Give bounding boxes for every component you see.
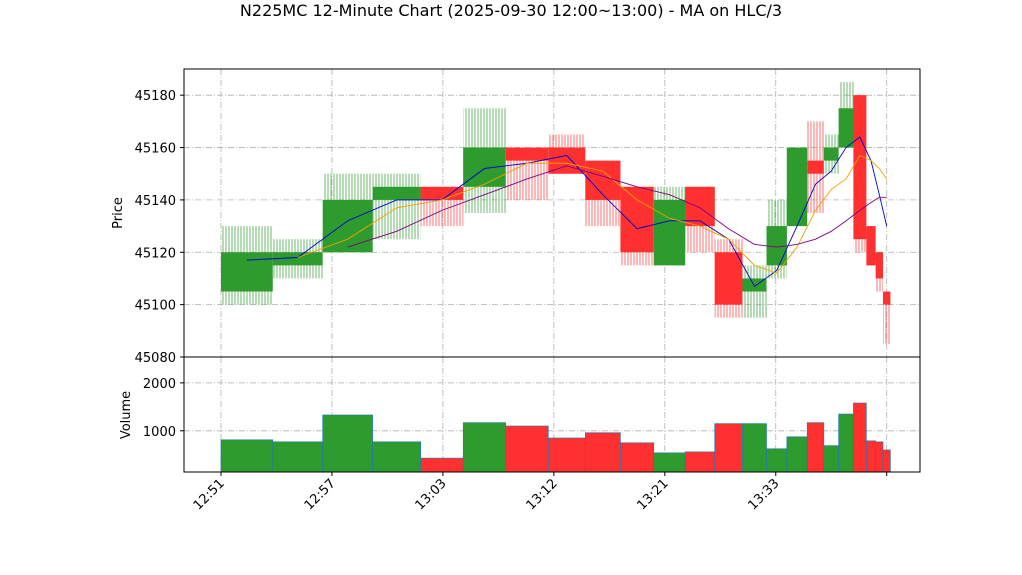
volume-bar [714, 423, 743, 473]
y-tick-label: 45160 [135, 142, 176, 157]
x-tick-label: 13:21 [635, 476, 672, 513]
volume-bar [653, 452, 686, 473]
candle-body [620, 186, 654, 253]
volume-bar [462, 422, 507, 473]
volume-bar [584, 432, 621, 473]
volume-bar [372, 441, 422, 473]
volume-bar [875, 441, 884, 473]
x-tick-label: 13:33 [745, 476, 782, 513]
candle-body [220, 252, 273, 292]
x-tick-label: 12:51 [191, 476, 228, 513]
candle-body [823, 147, 839, 161]
candle-body [875, 252, 884, 279]
volume-bar [420, 457, 464, 473]
y-tick-label: 45120 [135, 246, 176, 261]
volume-tick-label: 2000 [143, 377, 176, 392]
volume-bar [806, 422, 825, 473]
candle-wick [883, 291, 891, 344]
candle-body [685, 186, 715, 227]
candle-body [322, 199, 373, 253]
ma-line [297, 154, 888, 274]
volume-bar [853, 402, 867, 473]
candle-body [838, 108, 854, 148]
candle-body [653, 199, 686, 266]
volume-axis-label: Volume [119, 391, 134, 439]
candle-body [372, 186, 421, 200]
volume-tick-label: 1000 [143, 425, 176, 440]
candle-body [714, 252, 743, 305]
ma-line [347, 165, 887, 248]
candle-body [866, 226, 876, 266]
volume-bar [620, 442, 655, 473]
volume-bar [220, 439, 274, 473]
ma-line [246, 136, 888, 287]
chart-title: N225MC 12-Minute Chart (2025-09-30 12:00… [240, 1, 782, 20]
y-tick-label: 45180 [135, 89, 176, 104]
volume-bar [786, 436, 808, 473]
volume-bar [548, 437, 586, 473]
candle-body [463, 147, 506, 187]
volume-bar [882, 449, 891, 473]
volume-bar [322, 414, 373, 473]
volume-bar [505, 425, 549, 473]
candle-body [807, 160, 824, 174]
volume-bar [272, 441, 323, 473]
candle-body [883, 291, 891, 305]
y-tick-label: 45140 [135, 194, 176, 209]
y-tick-label: 45080 [135, 351, 176, 366]
candle-body [505, 147, 549, 161]
candle-body [766, 226, 787, 266]
x-tick-label: 13:03 [413, 476, 450, 513]
volume-bar [742, 423, 767, 473]
y-tick-label: 45100 [135, 299, 176, 314]
volume-bar [866, 440, 876, 473]
volume-bar [766, 448, 788, 473]
candle-body [853, 95, 867, 240]
candle-wick [372, 173, 421, 240]
x-tick-label: 12:57 [302, 476, 339, 513]
volume-bar [684, 451, 716, 473]
volume-bar [823, 445, 839, 473]
candle-body [420, 186, 464, 200]
x-tick-label: 13:12 [524, 476, 561, 513]
volume-frame [183, 356, 921, 473]
candle-body [786, 147, 808, 227]
candle-body [272, 252, 323, 266]
y-axis-label: Price [111, 197, 126, 229]
volume-bar [838, 413, 854, 473]
